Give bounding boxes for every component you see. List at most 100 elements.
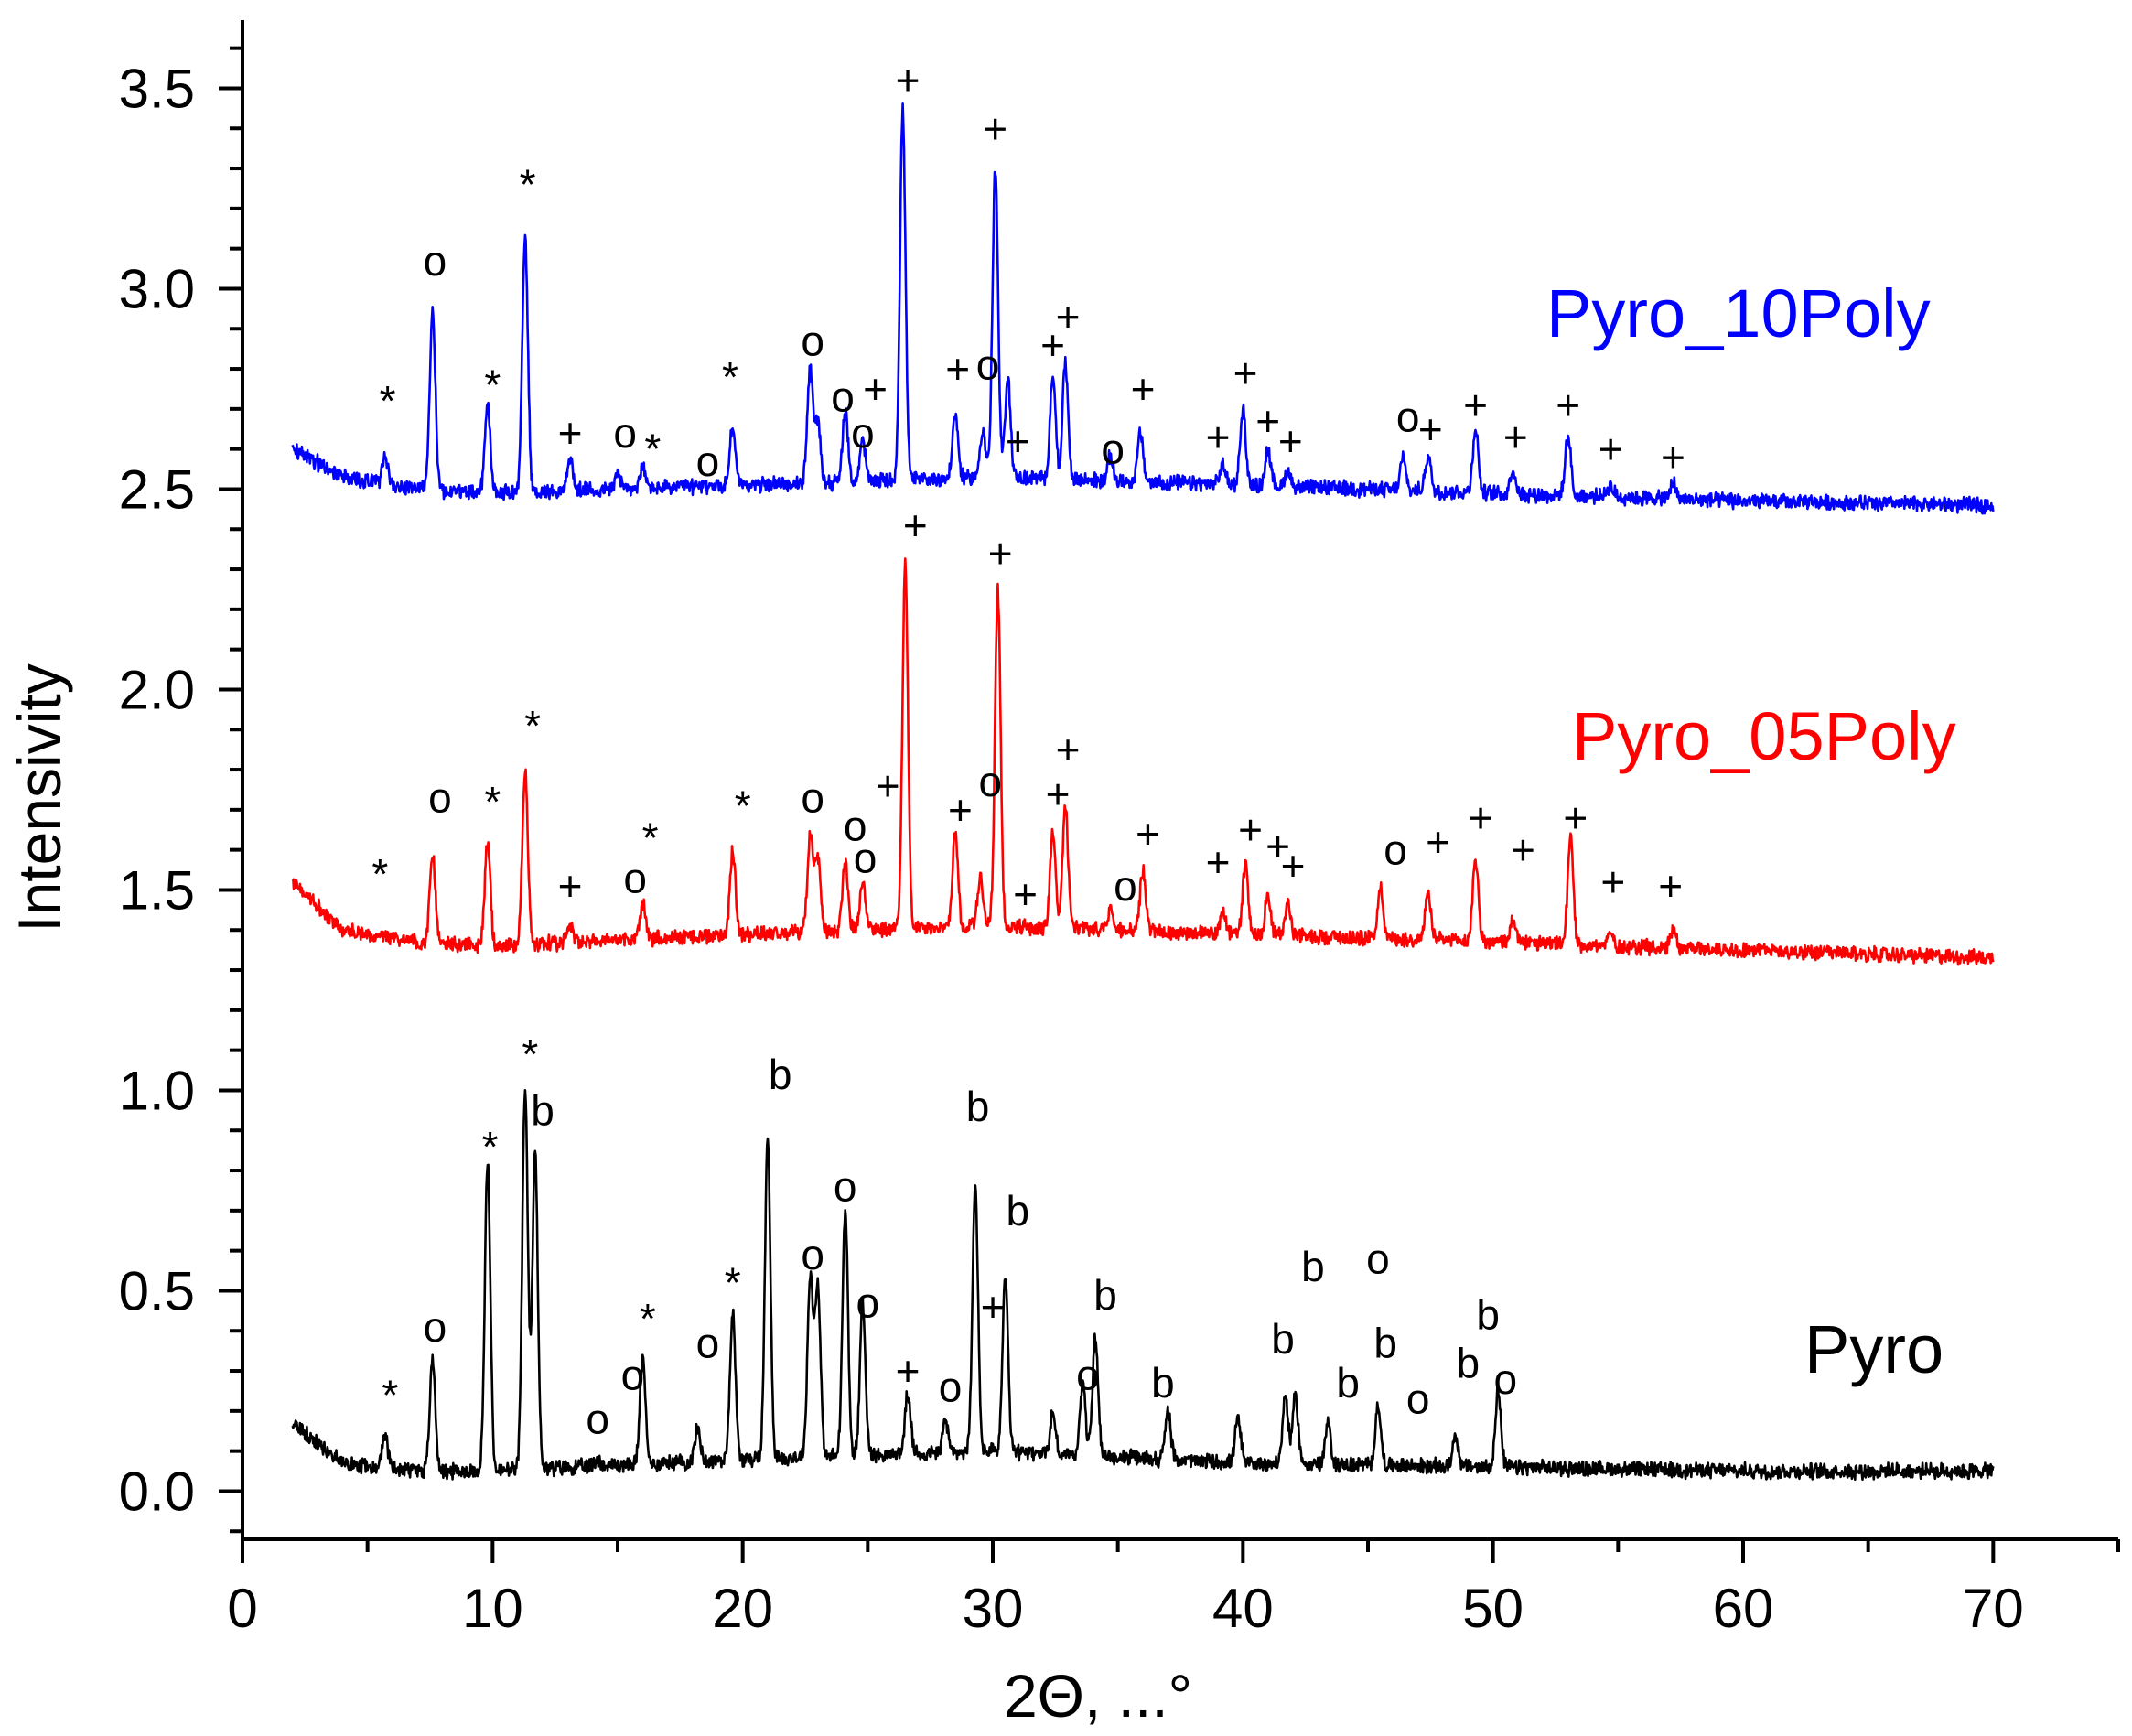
x-tick-label: 20 — [712, 1578, 773, 1639]
peak-marker: o — [831, 373, 855, 421]
peak-marker: + — [1600, 858, 1625, 906]
peak-marker: o — [854, 834, 878, 881]
peak-marker: o — [1114, 862, 1137, 910]
peak-marker: * — [722, 353, 738, 401]
peak-marker: * — [642, 814, 659, 862]
peak-marker: + — [1418, 405, 1443, 453]
peak-marker: o — [1396, 394, 1420, 441]
x-axis-title: 2Θ, ...° — [1004, 1662, 1192, 1730]
x-tick-label: 50 — [1462, 1578, 1524, 1639]
peak-marker: + — [903, 501, 928, 549]
peak-marker: o — [834, 1163, 857, 1211]
peak-marker: + — [863, 365, 888, 413]
peak-marker: * — [520, 161, 536, 209]
peak-marker: + — [1006, 417, 1030, 465]
peak-marker: b — [1301, 1243, 1325, 1290]
y-tick-label: 1.5 — [119, 859, 195, 921]
peak-marker: + — [988, 530, 1013, 577]
peak-marker: o — [1384, 826, 1407, 874]
peak-marker: o — [856, 1279, 880, 1327]
peak-marker: * — [371, 850, 388, 898]
series-line-pyro — [291, 1089, 1995, 1482]
peak-marker: * — [640, 1295, 656, 1342]
peak-marker: + — [1463, 381, 1488, 428]
peak-marker: + — [1658, 862, 1683, 910]
peak-marker: + — [1563, 794, 1588, 842]
peak-marker: * — [524, 702, 541, 749]
peak-marker: + — [876, 762, 900, 810]
peak-marker: o — [586, 1396, 609, 1443]
series-label-pyro-05poly: Pyro_05Poly — [1572, 698, 1956, 774]
peak-marker: + — [1265, 822, 1290, 869]
peak-marker: o — [801, 317, 824, 364]
peak-marker: o — [428, 774, 452, 822]
peak-marker: + — [945, 345, 970, 393]
peak-marker: b — [1457, 1339, 1481, 1386]
x-tick-label: 30 — [963, 1578, 1024, 1639]
peak-marker: + — [558, 862, 583, 910]
x-axis-ticks: 0 10 20 30 40 50 60 70 — [227, 1539, 2120, 1639]
peak-marker: o — [621, 1351, 645, 1398]
peak-marker: * — [735, 782, 751, 829]
x-tick-label: 0 — [227, 1578, 257, 1639]
y-tick-label: 0.0 — [119, 1461, 195, 1522]
peak-marker: + — [1556, 381, 1580, 428]
series-label-pyro: Pyro — [1804, 1311, 1944, 1387]
peak-marker: b — [531, 1086, 555, 1134]
x-tick-label: 10 — [462, 1578, 523, 1639]
peak-marker: o — [1406, 1375, 1430, 1423]
peak-marker: b — [1007, 1187, 1030, 1235]
peak-marker: b — [1151, 1359, 1175, 1407]
y-tick-label: 1.0 — [119, 1060, 195, 1121]
peak-marker: o — [1076, 1351, 1100, 1398]
peak-marker: * — [644, 426, 661, 473]
peak-marker: + — [1255, 397, 1280, 445]
peak-marker: + — [983, 104, 1007, 152]
peak-marker: b — [769, 1051, 792, 1098]
peak-marker: + — [1046, 770, 1071, 817]
peak-marker: + — [1136, 810, 1160, 857]
peak-marker: b — [1373, 1319, 1397, 1366]
peak-marker: o — [801, 774, 824, 822]
peak-marker: o — [696, 1319, 720, 1366]
peak-marker: * — [484, 361, 501, 409]
peak-marker: o — [1366, 1235, 1390, 1282]
peak-marker: + — [981, 1283, 1006, 1331]
peak-marker: + — [558, 409, 583, 457]
peak-marker: o — [801, 1231, 824, 1278]
peak-marker: + — [1511, 826, 1535, 874]
x-tick-label: 60 — [1713, 1578, 1774, 1639]
peak-marker: + — [1599, 426, 1623, 473]
x-tick-label: 40 — [1212, 1578, 1274, 1639]
y-axis-ticks: 0.0 0.5 1.0 1.5 2.0 2.5 3.0 3.5 — [119, 46, 242, 1534]
peak-marker: + — [1426, 818, 1450, 866]
peak-marker: + — [1503, 414, 1528, 461]
peak-marker: * — [484, 778, 501, 825]
series-line-pyro-05poly — [291, 557, 1995, 966]
peak-marker: o — [424, 237, 447, 285]
peak-marker: + — [1206, 838, 1231, 886]
peak-marker: o — [1101, 426, 1125, 473]
plot-area: 0 10 20 30 40 50 60 70 0.0 0.5 1.0 1.5 2.0 2.5 3.0 3.5… — [119, 20, 2120, 1639]
y-tick-label: 3.0 — [119, 258, 195, 319]
peak-marker: b — [1271, 1315, 1295, 1363]
peak-marker: o — [939, 1364, 963, 1411]
peak-marker: + — [1238, 806, 1263, 854]
peak-marker: + — [1013, 870, 1038, 918]
peak-marker: + — [1281, 842, 1306, 890]
peak-marker: + — [1056, 726, 1081, 773]
peak-marker: o — [613, 409, 637, 457]
y-tick-label: 3.5 — [119, 58, 195, 119]
peak-marker: o — [623, 854, 647, 901]
peak-marker: o — [696, 437, 720, 485]
peak-marker: + — [1040, 321, 1065, 369]
peak-marker: o — [851, 409, 875, 457]
peak-marker: * — [725, 1259, 741, 1307]
peak-marker: o — [844, 802, 867, 849]
peak-marker: b — [1093, 1271, 1117, 1319]
peak-marker: * — [482, 1123, 499, 1170]
peak-marker: o — [978, 758, 1002, 805]
peak-marker: * — [380, 377, 396, 425]
